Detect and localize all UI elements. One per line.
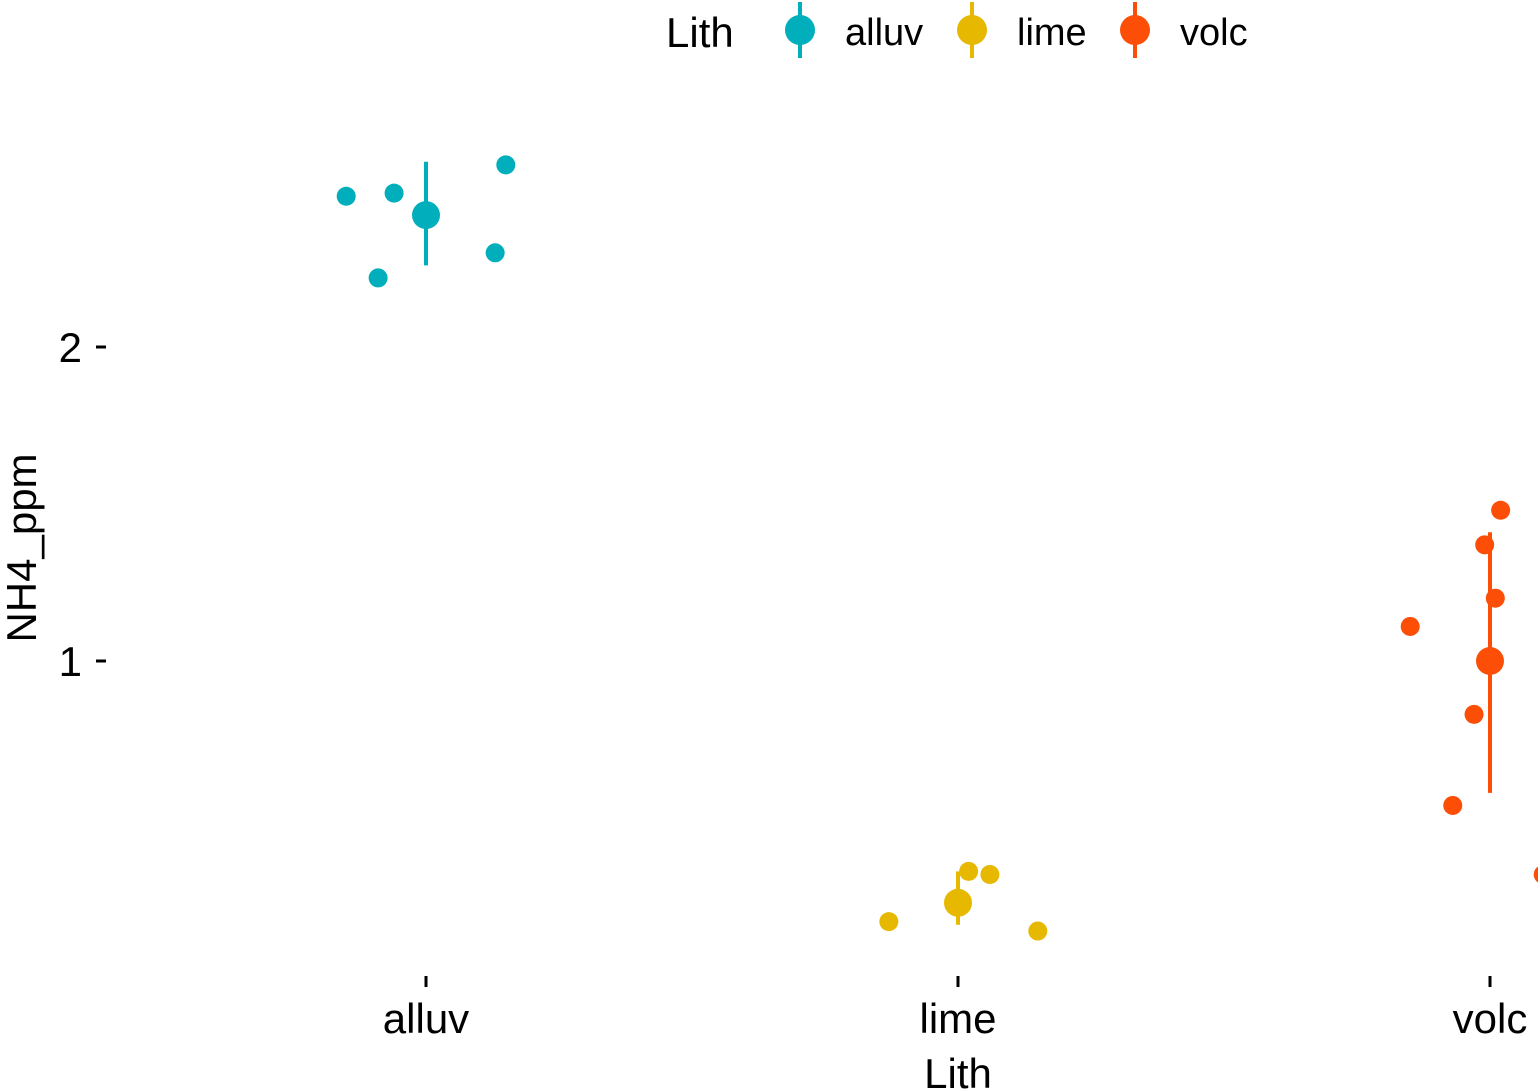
y-tick-label: 1: [59, 638, 82, 685]
data-point: [384, 183, 404, 203]
mean-point: [944, 888, 972, 917]
legend-key-dot: [785, 15, 815, 45]
x-tick-label: volc: [1453, 995, 1528, 1042]
data-point: [496, 155, 516, 175]
data-point: [1464, 704, 1484, 724]
mean-point: [412, 201, 440, 230]
series-volc: [1400, 500, 1538, 883]
x-tick-label: alluv: [383, 995, 469, 1042]
series-lime: [879, 861, 1048, 941]
data-point: [336, 186, 356, 206]
legend-entry-alluv: alluv: [785, 2, 923, 58]
data-point: [1533, 866, 1538, 883]
y-tick-label: 2: [59, 324, 82, 371]
x-axis-label: Lith: [924, 1050, 992, 1092]
data-point: [1491, 500, 1511, 520]
legend-key-dot: [957, 15, 987, 45]
legend-label: alluv: [845, 12, 923, 54]
plot-area: [336, 155, 1538, 941]
y-axis-label: NH4_ppm: [0, 453, 45, 642]
data-point: [1443, 795, 1463, 815]
mean-point: [1476, 647, 1504, 675]
series-alluv: [336, 155, 516, 288]
legend-title: Lith: [666, 9, 734, 56]
legend: Lith alluv lime volc: [666, 2, 1248, 58]
legend-entry-lime: lime: [957, 2, 1087, 58]
legend-label: lime: [1017, 12, 1087, 54]
data-point: [980, 865, 1000, 885]
y-axis: 12: [59, 324, 106, 685]
x-axis: alluv lime volc: [383, 976, 1528, 1042]
data-point: [1028, 921, 1048, 941]
legend-entry-volc: volc: [1120, 2, 1248, 58]
legend-key-dot: [1120, 15, 1150, 45]
data-point: [368, 268, 388, 288]
legend-label: volc: [1180, 12, 1248, 54]
x-tick-label: lime: [919, 995, 996, 1042]
data-point: [959, 861, 979, 881]
data-point: [879, 912, 899, 932]
data-point: [485, 243, 505, 263]
data-point: [1400, 616, 1420, 636]
